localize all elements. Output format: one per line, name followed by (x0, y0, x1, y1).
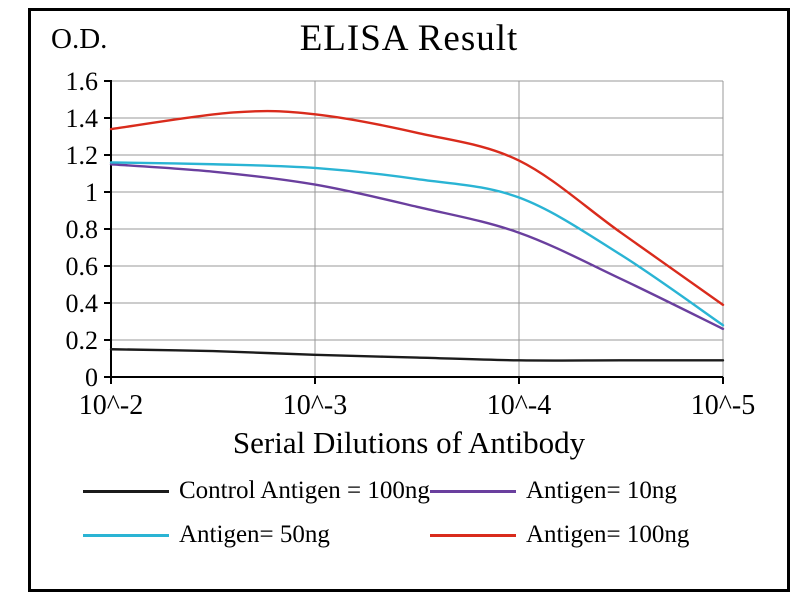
series-line-control-antigen-100ng (109, 348, 725, 362)
legend-item-antigen-10ng: Antigen= 10ng (430, 477, 777, 505)
legend-label: Antigen= 100ng (526, 521, 690, 548)
legend-line-swatch (83, 489, 169, 493)
y-tick-label: 0.4 (66, 289, 99, 318)
y-tick-label: 1.4 (66, 104, 99, 133)
y-axis-title: O.D. (51, 23, 108, 55)
chart-frame: O.D. ELISA Result 0 0.2 0.4 0.6 0.8 1 1.2 1.4 1.… (28, 8, 790, 592)
y-tick-label: 0 (85, 363, 98, 392)
legend-line-swatch (430, 489, 516, 493)
legend-label: Antigen= 10ng (526, 477, 677, 504)
legend-label: Antigen= 50ng (179, 521, 330, 548)
y-tick-label: 1.2 (66, 141, 99, 170)
series-line-antigen-50ng (109, 161, 725, 327)
y-tick-label: 0.8 (66, 215, 99, 244)
plot-area: 0 0.2 0.4 0.6 0.8 1 1.2 1.4 1.6 10^-2 10^-3 10^-4 10… (66, 67, 756, 419)
legend-item-antigen-100ng: Antigen= 100ng (430, 521, 777, 549)
legend-item-antigen-50ng: Antigen= 50ng (83, 521, 430, 549)
x-tick-label: 10^-2 (79, 390, 143, 419)
x-axis-title: Serial Dilutions of Antibody (232, 425, 586, 460)
legend-line-swatch (83, 533, 169, 537)
legend-label: Control Antigen = 100ng (179, 477, 430, 504)
y-tick-label: 1.6 (66, 67, 99, 96)
x-tick-label: 10^-3 (283, 390, 347, 419)
chart-header: O.D. ELISA Result (31, 11, 787, 67)
chart-title: ELISA Result (299, 18, 519, 59)
legend: Control Antigen = 100ng Antigen= 10ng An… (31, 477, 787, 549)
legend-item-control-antigen-100ng: Control Antigen = 100ng (83, 477, 430, 505)
series-line-antigen-10ng (109, 163, 725, 331)
x-tick-label: 10^-4 (487, 390, 551, 419)
series-line-antigen-100ng (109, 109, 725, 307)
x-tick-label: 10^-5 (691, 390, 755, 419)
y-tick-label: 0.6 (66, 252, 99, 281)
legend-line-swatch (430, 533, 516, 537)
y-tick-label: 1 (85, 178, 98, 207)
y-tick-label: 0.2 (66, 326, 99, 355)
